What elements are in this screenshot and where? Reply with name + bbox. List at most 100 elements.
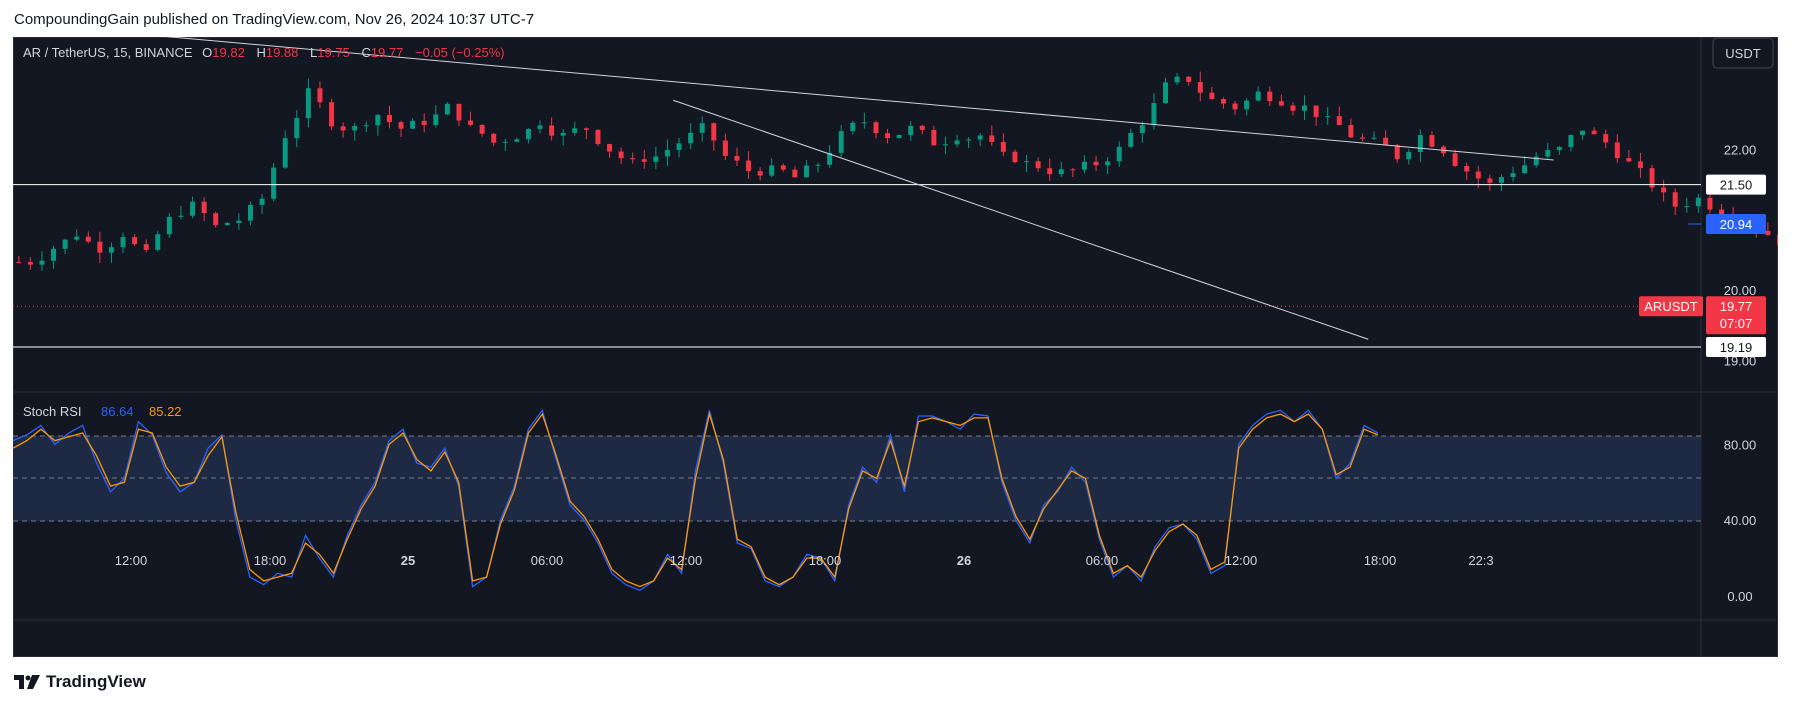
candle-body [1661,187,1667,193]
candle-body [1093,161,1099,166]
candle-body [1719,209,1725,218]
high-value: 19.88 [266,45,299,60]
alert-label-bg [1706,213,1766,234]
candle-body [340,126,346,131]
rsi-k-value: 86.64 [101,404,134,419]
candle-body [1452,153,1458,166]
candle-body [688,132,694,144]
currency-label: USDT [1725,46,1760,61]
candle-body [641,159,647,162]
candle-body [166,216,172,235]
trendline [673,99,1369,340]
candle-body [1290,105,1296,111]
candle-body [549,125,555,136]
stoch-rsi-lines[interactable] [13,408,1379,592]
alert-label: 20.94 [1720,217,1753,232]
candle-body [213,213,219,226]
candle-body [1197,81,1203,93]
candle-body [143,244,149,250]
candle-body [294,118,300,139]
candle-body [1058,169,1064,175]
time-label: 06:00 [531,553,564,568]
candle-body [433,114,439,126]
candle-body [885,133,891,139]
candle-body [560,132,566,136]
tradingview-logo-icon [14,675,40,689]
symbol-tag-bg [1639,296,1703,317]
candle-body [861,122,867,124]
candle-body [1313,105,1319,117]
candle-body [873,122,879,134]
candle-body [352,125,358,131]
footer-brand-text: TradingView [46,672,146,691]
close-value: 19.77 [371,45,404,60]
candles[interactable] [16,71,1778,381]
price-scale[interactable]: 22.00 20.00 19.00 21.50 19.19 20.94 ARUSDT 19.7… [1639,142,1766,604]
low-value: 19.75 [317,45,350,60]
candle-body [630,158,636,160]
candle-body [537,125,543,129]
symbol-tag: ARUSDT [1644,299,1698,314]
candle-body [734,155,740,161]
time-label: 12:00 [670,553,703,568]
close-label: C [361,45,370,60]
open-label: O [202,45,212,60]
candle-body [919,125,925,130]
candle-body [1371,137,1377,139]
candle-body [583,128,589,130]
candle-body [1325,116,1331,118]
candle-body [1672,192,1678,207]
candle-body [468,120,474,125]
candle-body [456,103,462,121]
rsi-tick: 40.00 [1724,513,1757,528]
candle-body [329,102,335,127]
candle-body [16,261,22,263]
candle-body [317,88,323,103]
price-tick: 22.00 [1724,142,1757,157]
candle-body [838,131,844,153]
candle-body [120,237,126,248]
candle-body [1348,125,1354,138]
candle-body [1163,82,1169,103]
candle-body [1359,137,1365,139]
open-value: 19.82 [212,45,245,60]
price-lines[interactable] [13,37,1701,348]
candle-body [1765,230,1771,235]
candle-body [386,114,392,123]
candle-body [757,171,763,176]
candle-body [236,220,242,224]
candle-body [1556,147,1562,151]
candle-body [39,260,45,265]
candle-body [1128,132,1134,147]
candle-body [155,234,161,250]
candle-body [1209,92,1215,100]
candle-body [62,239,68,249]
candle-body [479,124,485,134]
candle-body [51,248,57,261]
candle-body [1024,161,1030,163]
candle-body [1637,161,1643,169]
candle-body [282,138,288,168]
trading-chart[interactable]: 22.00 20.00 19.00 21.50 19.19 20.94 ARUSDT 19.7… [13,37,1778,657]
change-value: −0.05 (−0.25%) [415,45,505,60]
candle-body [444,103,450,115]
candle-body [1695,197,1701,207]
rsi-tick: 80.00 [1724,437,1757,452]
candle-body [618,151,624,159]
time-label: 18:00 [809,553,842,568]
candle-body [514,139,520,142]
candle-body [97,241,103,253]
candle-body [1626,158,1632,162]
time-label: 12:00 [115,553,148,568]
candle-body [977,135,983,140]
candle-body [1336,116,1342,126]
candle-body [1047,168,1053,175]
time-axis[interactable]: 12:00 18:00 25 06:00 12:00 18:00 26 06:00 12:00 1… [115,553,1494,568]
candle-body [1012,151,1018,163]
time-label: 18:00 [1364,553,1397,568]
rsi-legend: Stoch RSI 86.64 85.22 [23,404,182,419]
candle-body [931,129,937,146]
candle-body [1603,134,1609,143]
currency-button[interactable]: USDT [1712,37,1774,69]
line-label-bg [1706,174,1766,195]
